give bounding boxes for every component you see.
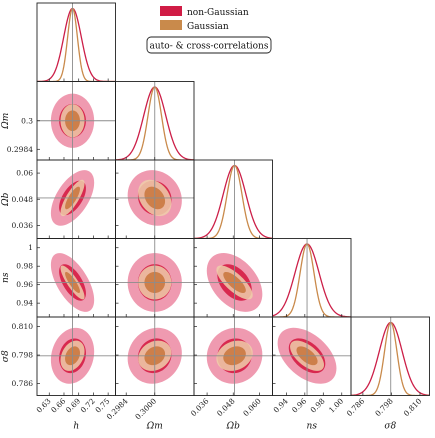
legend: non-Gaussian Gaussian [160, 6, 249, 32]
ytick-label-Om: 0.3 [21, 116, 33, 125]
panel-frame [193, 159, 273, 239]
legend-swatch-non-gaussian [160, 6, 182, 16]
panel-Ob-s8 [194, 317, 273, 396]
xtick-label-ns: 0.96 [290, 396, 308, 414]
marginal-curve-ns-gaussian [272, 243, 351, 317]
xtick-label-Ob: 0.048 [215, 396, 237, 418]
ytick-label-ns: 1 [28, 243, 33, 252]
panel-Om-Ob [115, 160, 194, 239]
legend-swatch-gaussian [160, 20, 182, 30]
ytick-label-s8: 0.810 [12, 322, 34, 331]
xtick-label-h: 0.72 [79, 396, 97, 414]
xtick-label-h: 0.69 [64, 396, 82, 414]
panel-Om-Om [115, 81, 194, 160]
ytick-label-Ob: 0.036 [12, 221, 34, 230]
annotation-text: auto- & cross-correlations [150, 42, 269, 52]
xaxis-label-h: h [73, 422, 79, 432]
annotation-frame [146, 36, 272, 54]
panel-Om-s8 [115, 317, 194, 396]
panel-h-Ob [37, 160, 116, 239]
xtick-label-h: 0.66 [49, 396, 67, 414]
panel-h-Om [37, 81, 116, 160]
xtick-label-ns: 1.00 [327, 396, 345, 414]
panel-Om-ns [115, 238, 194, 317]
xaxis-label-ns: ns [307, 422, 318, 432]
yaxis-label-ns: ns [1, 272, 11, 283]
xaxis-label-Ob: Ωb [226, 422, 240, 432]
legend-label-gaussian: Gaussian [187, 22, 229, 32]
xtick-label-Om: 0.3000 [133, 396, 158, 421]
panel-h-ns [37, 238, 116, 317]
yaxis-label-s8: σ8 [1, 350, 11, 362]
xtick-label-ns: 0.94 [272, 396, 290, 414]
panel-ns-ns [272, 238, 351, 317]
panel-Ob-ns [194, 238, 273, 317]
xtick-label-s8: 0.810 [402, 396, 424, 418]
ytick-label-ns: 0.94 [16, 299, 33, 308]
yaxis-label-Ob: Ωb [1, 192, 11, 206]
panel-h-h [37, 3, 116, 82]
marginal-curve-Ob-non-gaussian [194, 164, 273, 239]
xtick-label-h: 0.63 [35, 396, 53, 414]
xtick-label-s8: 0.798 [373, 396, 395, 418]
marginal-curve-h-non-gaussian [37, 7, 116, 82]
panel-s8-s8 [351, 317, 430, 396]
ytick-label-ns: 0.98 [16, 262, 33, 271]
panel-h-s8 [37, 317, 116, 396]
marginal-curve-ns-non-gaussian [272, 243, 351, 317]
panel-frame [350, 316, 430, 396]
legend-label-non-gaussian: non-Gaussian [187, 8, 249, 18]
marginal-curve-s8-gaussian [351, 321, 430, 396]
ytick-label-s8: 0.798 [12, 351, 34, 360]
panel-ns-s8 [272, 317, 351, 396]
marginal-curve-h-gaussian [37, 7, 116, 82]
annotation-box: auto- & cross-correlations [146, 36, 272, 54]
xaxis-label-s8: σ8 [384, 422, 396, 432]
ytick-label-s8: 0.786 [12, 379, 34, 388]
panel-Ob-Ob [194, 160, 273, 239]
xtick-label-Ob: 0.060 [241, 396, 263, 418]
ytick-label-Om: 0.2984 [7, 145, 33, 154]
xtick-label-s8: 0.786 [345, 396, 367, 418]
xtick-label-Ob: 0.036 [189, 396, 211, 418]
ytick-label-Ob: 0.048 [12, 195, 34, 204]
marginal-curve-Ob-gaussian [194, 164, 273, 239]
ytick-label-ns: 0.96 [16, 280, 33, 289]
xtick-label-ns: 0.98 [309, 396, 327, 414]
marginal-curve-s8-non-gaussian [351, 321, 430, 396]
ytick-label-Ob: 0.06 [16, 169, 33, 178]
xaxis-label-Om: Ωm [146, 422, 163, 432]
yaxis-label-Om: Ωm [1, 113, 11, 130]
